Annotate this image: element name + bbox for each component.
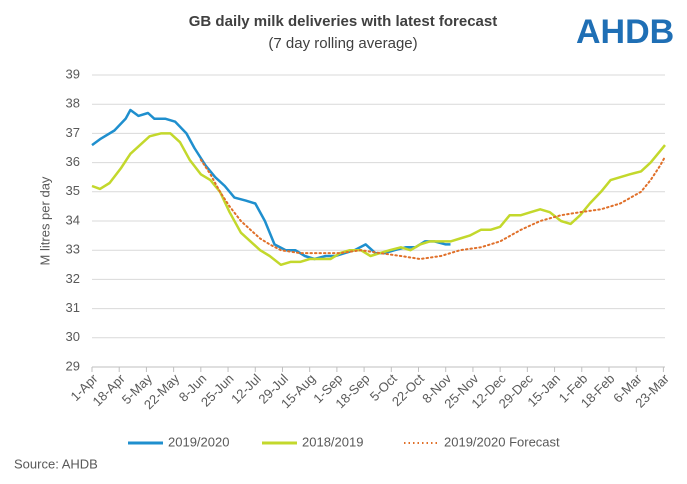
y-tick-label: 31 [66,300,80,315]
chart-subtitle: (7 day rolling average) [268,35,417,52]
x-tick-label: 12-Jul [228,371,264,407]
series-line [91,108,451,261]
y-tick-label: 37 [66,125,80,140]
y-axis-label: M litres per day [37,176,52,265]
series-line [199,155,666,260]
legend-label: 2019/2020 Forecast [444,434,560,449]
y-tick-label: 38 [66,96,80,111]
chart-title: GB daily milk deliveries with latest for… [189,13,497,30]
y-tick-label: 30 [66,329,80,344]
legend-label: 2018/2019 [302,434,363,449]
y-tick-label: 29 [66,358,80,373]
legend-label: 2019/2020 [168,434,229,449]
y-tick-label: 35 [66,183,80,198]
x-tick-label: 18-Apr [90,370,129,409]
logo: AHDB [576,13,674,51]
y-tick-label: 34 [66,212,80,227]
source: Source: AHDB [14,456,98,471]
series-line [91,132,666,267]
y-tick-label: 33 [66,242,80,257]
y-tick-label: 39 [66,66,80,81]
y-tick-label: 36 [66,154,80,169]
y-tick-label: 32 [66,271,80,286]
